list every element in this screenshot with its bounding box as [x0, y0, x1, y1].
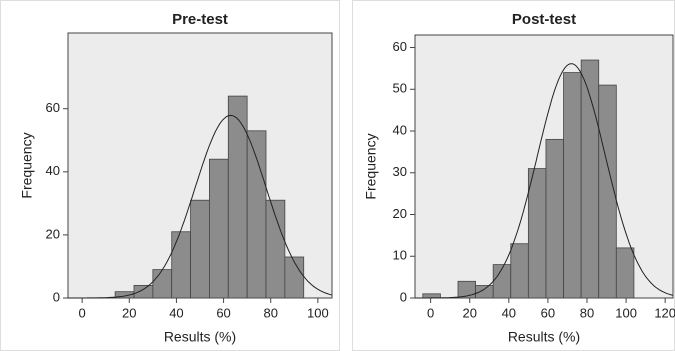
bar — [545, 138, 564, 299]
x-tick-label: 0 — [79, 305, 86, 320]
y-tick-label: 30 — [393, 164, 407, 179]
x-tick-label: 20 — [462, 305, 476, 320]
normal-curve — [68, 114, 333, 299]
x-tick-label: 80 — [263, 305, 277, 320]
y-tick-label: 20 — [393, 206, 407, 221]
x-axis-label: Results (%) — [508, 329, 580, 345]
x-tick-label: 100 — [307, 305, 329, 320]
x-tick-label: 60 — [541, 305, 555, 320]
x-tick-label: 40 — [502, 305, 516, 320]
y-tick-label: 60 — [393, 39, 407, 54]
x-tick-label: 120 — [654, 305, 675, 320]
bar — [598, 84, 617, 299]
y-tick-label: 0 — [400, 289, 407, 304]
bar — [133, 284, 154, 299]
x-tick-label: 60 — [216, 305, 230, 320]
chart-title: Pre-test — [172, 11, 228, 28]
bar — [527, 168, 547, 299]
normal-curve — [415, 63, 674, 299]
x-tick-label: 20 — [122, 305, 136, 320]
y-tick-label: 60 — [46, 100, 60, 115]
x-axis-label: Results (%) — [164, 329, 236, 345]
y-tick-label: 10 — [393, 248, 407, 263]
bar — [171, 231, 191, 299]
y-tick-label: 40 — [46, 163, 60, 178]
bar — [190, 199, 210, 299]
x-tick-label: 0 — [427, 305, 434, 320]
bar — [152, 269, 173, 299]
bar — [422, 293, 441, 299]
bar — [246, 130, 267, 299]
bar — [209, 158, 229, 299]
x-tick-label: 100 — [615, 305, 637, 320]
y-tick-label: 0 — [53, 289, 60, 304]
x-tick-label: 40 — [169, 305, 183, 320]
bar — [563, 72, 582, 299]
bar — [284, 256, 305, 299]
y-axis-label: Frequency — [363, 133, 379, 199]
x-tick-label: 80 — [580, 305, 594, 320]
y-tick-label: 40 — [393, 122, 407, 137]
bar — [510, 243, 529, 299]
bar — [265, 199, 286, 299]
bar — [227, 95, 248, 299]
y-axis-label: Frequency — [19, 132, 35, 198]
bar — [475, 285, 494, 299]
y-tick-label: 20 — [46, 226, 60, 241]
y-tick-label: 50 — [393, 81, 407, 96]
bar — [615, 247, 635, 299]
chart-title: Post-test — [512, 11, 576, 28]
